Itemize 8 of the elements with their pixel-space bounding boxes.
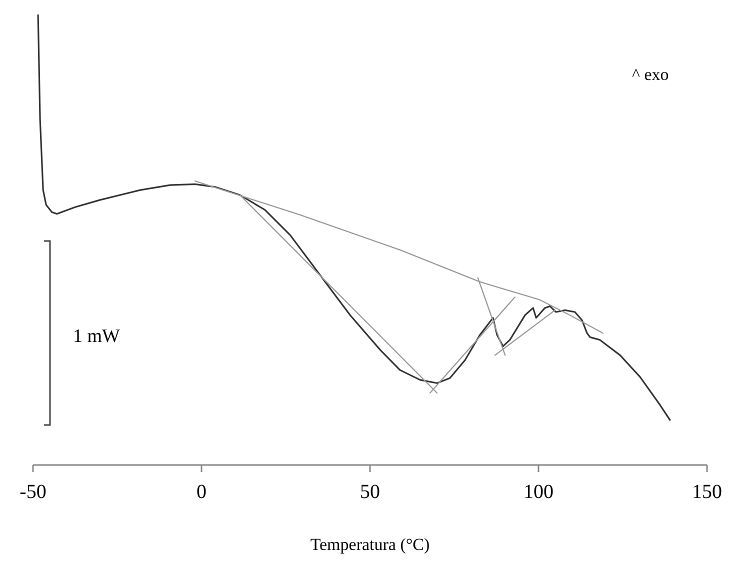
x-tick-label: 150 (692, 481, 722, 503)
x-axis-title: Temperatura (°C) (310, 535, 430, 554)
x-tick-label: 50 (360, 481, 380, 503)
annotation: ^ exo (632, 65, 669, 84)
x-tick-label: 0 (196, 481, 206, 503)
annotation: 1 mW (73, 326, 120, 347)
x-tick-label: 100 (524, 481, 554, 503)
x-tick-label: -50 (20, 481, 46, 503)
